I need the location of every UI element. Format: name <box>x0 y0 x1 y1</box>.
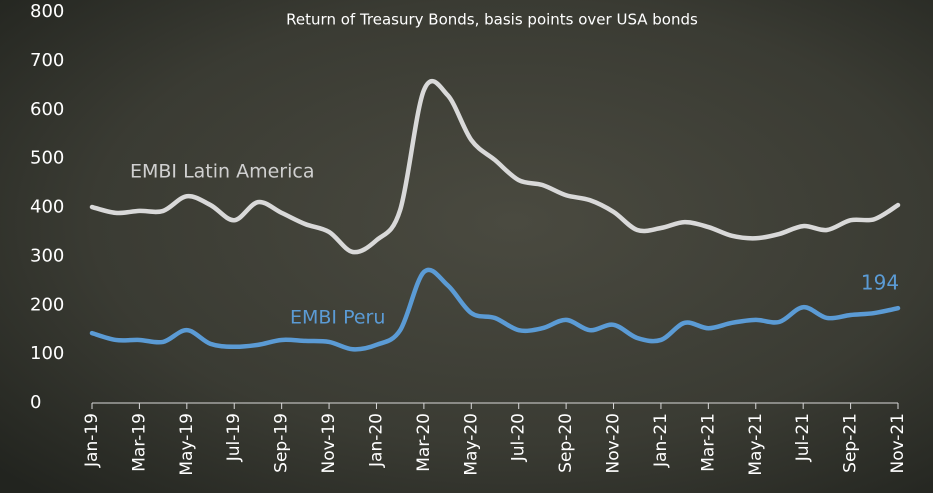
y-tick-label: 700 <box>30 50 64 71</box>
x-tick-label: Jan-21 <box>651 413 671 468</box>
x-tick-label: Sep-21 <box>841 413 861 473</box>
series-line <box>89 78 901 255</box>
x-tick-label: May-19 <box>177 413 197 476</box>
x-tick-label: Jul-20 <box>509 413 529 462</box>
y-tick-label: 100 <box>30 343 64 364</box>
x-tick-label: Jan-19 <box>82 413 102 468</box>
x-tick-label: Nov-21 <box>888 413 908 474</box>
chart-title: Return of Treasury Bonds, basis points o… <box>286 11 698 29</box>
x-tick-label: Mar-20 <box>414 413 434 472</box>
y-tick-label: 800 <box>30 1 64 22</box>
legend-label: EMBI Peru <box>290 307 385 329</box>
x-tick-label: Mar-19 <box>129 413 149 472</box>
x-tick-label: Nov-19 <box>319 413 339 474</box>
x-tick-label: Jul-19 <box>224 413 244 462</box>
legend-label: EMBI Latin America <box>130 161 315 183</box>
x-tick-label: Nov-20 <box>604 413 624 474</box>
y-tick-label: 200 <box>30 294 64 315</box>
series-line <box>89 267 901 352</box>
y-tick-label: 400 <box>30 197 64 218</box>
y-tick-label: 300 <box>30 245 64 266</box>
x-tick-label: May-21 <box>746 413 766 476</box>
x-tick-label: Sep-19 <box>272 413 292 473</box>
x-tick-label: Jul-21 <box>793 413 813 462</box>
x-tick-label: Jan-20 <box>366 413 386 468</box>
data-label: 194 <box>861 271 899 295</box>
x-tick-label: May-20 <box>461 413 481 476</box>
y-tick-label: 600 <box>30 99 64 120</box>
y-tick-label: 0 <box>30 392 41 413</box>
x-tick-label: Sep-20 <box>556 413 576 473</box>
x-tick-label: Mar-21 <box>698 413 718 472</box>
y-tick-label: 500 <box>30 148 64 169</box>
